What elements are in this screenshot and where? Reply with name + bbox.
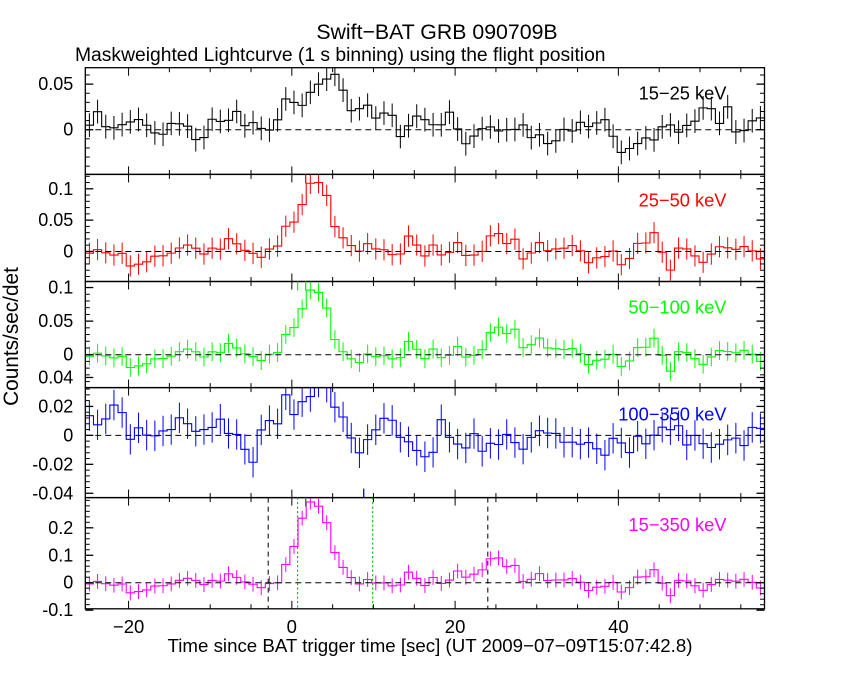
svg-text:Time since BAT trigger time [s: Time since BAT trigger time [sec] (UT 20… xyxy=(168,635,693,656)
svg-text:20: 20 xyxy=(445,616,466,637)
svg-text:0.1: 0.1 xyxy=(48,179,73,199)
svg-text:0.05: 0.05 xyxy=(38,74,73,94)
svg-text:-0.04: -0.04 xyxy=(32,483,73,503)
svg-text:Swift−BAT GRB 090709B: Swift−BAT GRB 090709B xyxy=(316,20,557,44)
svg-text:−20: −20 xyxy=(113,616,144,637)
svg-text:0.04: 0.04 xyxy=(38,367,73,387)
svg-text:0: 0 xyxy=(63,241,73,261)
svg-text:Counts/sec/det: Counts/sec/det xyxy=(0,267,23,406)
svg-text:0: 0 xyxy=(63,345,73,365)
svg-text:0: 0 xyxy=(63,573,73,593)
svg-text:-0.1: -0.1 xyxy=(42,600,73,620)
svg-text:0.05: 0.05 xyxy=(38,311,73,331)
svg-text:0.2: 0.2 xyxy=(48,518,73,538)
svg-text:15−350 keV: 15−350 keV xyxy=(628,514,727,535)
svg-text:0: 0 xyxy=(287,616,297,637)
svg-text:40: 40 xyxy=(608,616,629,637)
svg-text:0.02: 0.02 xyxy=(38,396,73,416)
svg-text:0.05: 0.05 xyxy=(38,210,73,230)
svg-text:0: 0 xyxy=(63,120,73,140)
svg-text:-0.02: -0.02 xyxy=(32,454,73,474)
svg-text:Maskweighted Lightcurve (1 s b: Maskweighted Lightcurve (1 s binning) us… xyxy=(75,45,606,66)
svg-text:15−25 keV: 15−25 keV xyxy=(639,83,728,104)
svg-text:25−50 keV: 25−50 keV xyxy=(639,190,728,211)
svg-text:0.1: 0.1 xyxy=(48,278,73,298)
svg-text:50−100 keV: 50−100 keV xyxy=(628,296,727,317)
svg-text:0.1: 0.1 xyxy=(48,545,73,565)
svg-text:100−350 keV: 100−350 keV xyxy=(618,404,727,425)
svg-text:0: 0 xyxy=(63,425,73,445)
